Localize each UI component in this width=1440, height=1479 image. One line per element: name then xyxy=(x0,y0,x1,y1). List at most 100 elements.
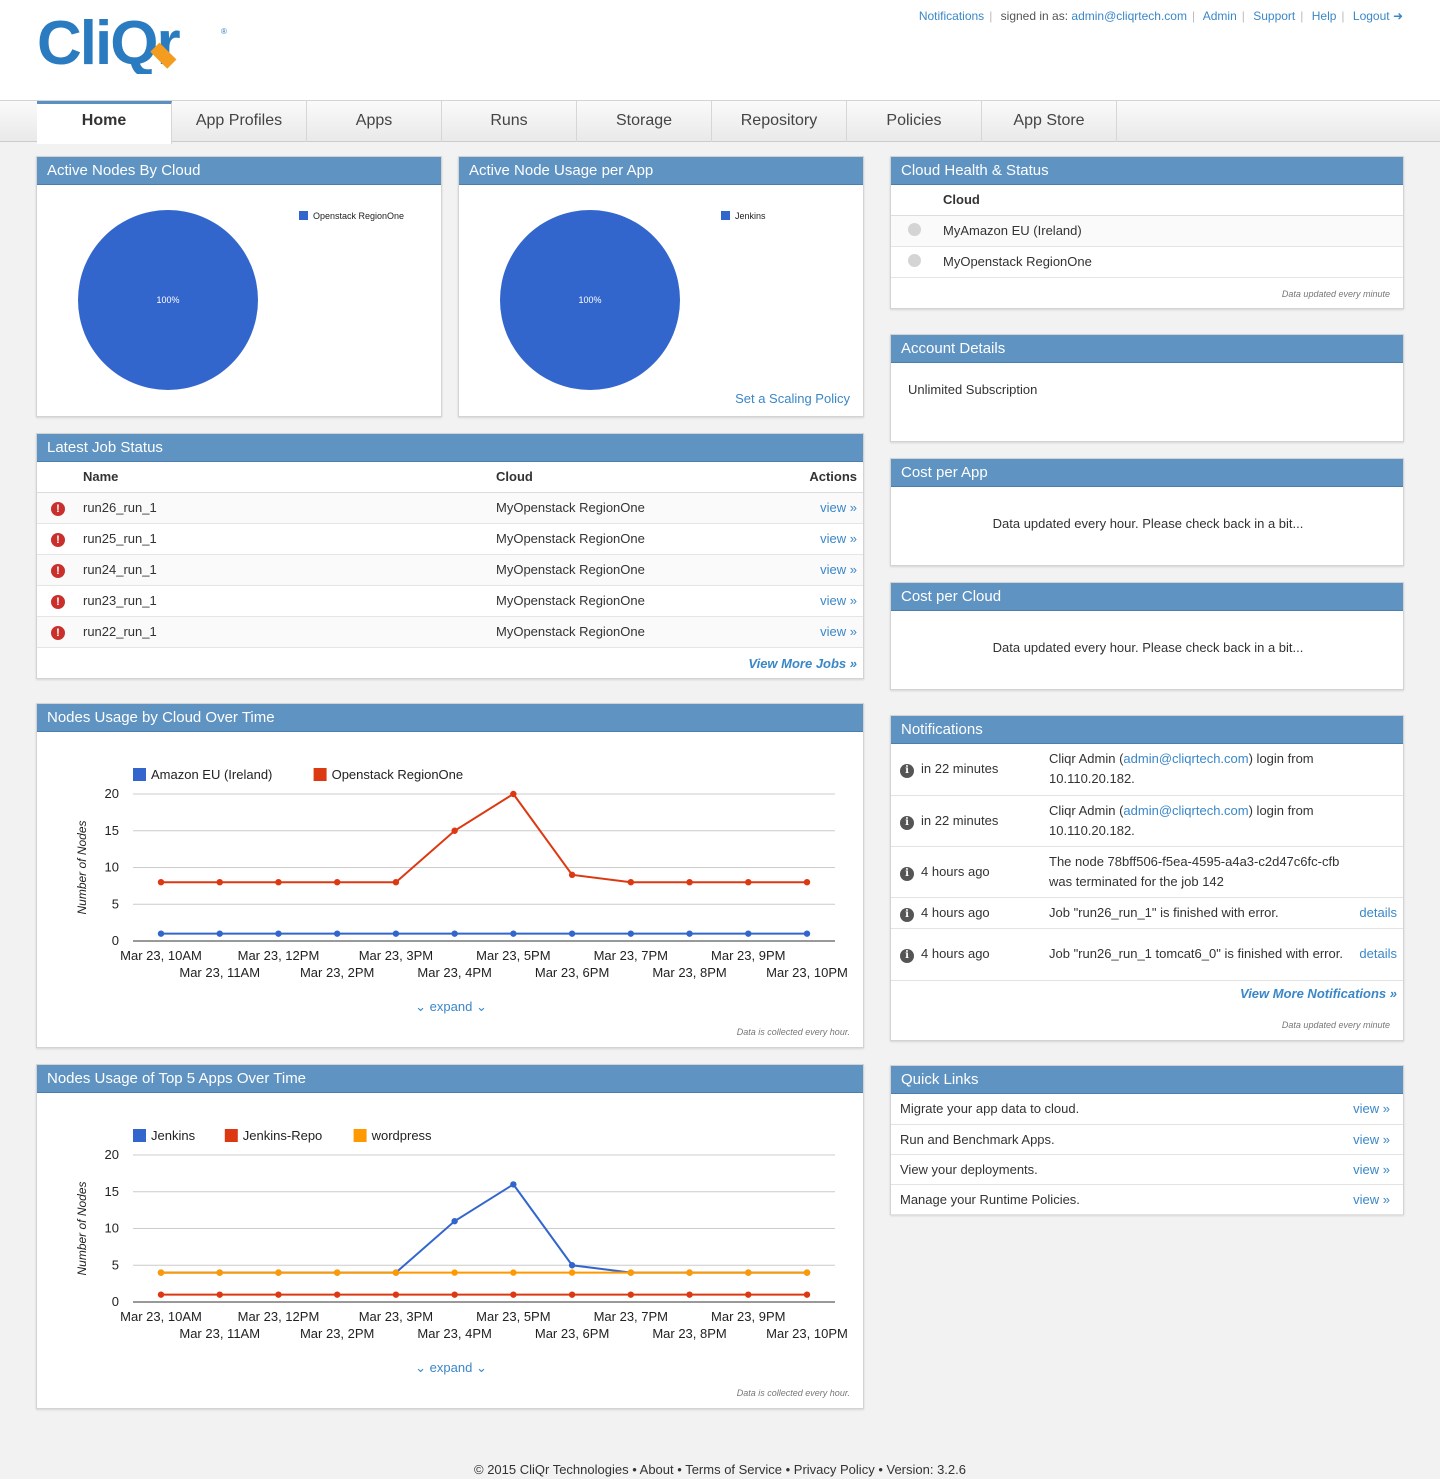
panel-title: Active Node Usage per App xyxy=(459,157,863,185)
tab-home[interactable]: Home xyxy=(37,101,172,144)
quick-link-text: Migrate your app data to cloud. xyxy=(891,1094,1297,1125)
nodes-usage-top-apps-chart: Jenkins Jenkins-Repo wordpress 0 5 10 15 20 Numb… xyxy=(75,1128,848,1341)
view-more-jobs-link[interactable]: View More Jobs » xyxy=(748,656,857,671)
details-link[interactable]: details xyxy=(1359,904,1397,920)
status-dot-icon xyxy=(908,222,921,236)
data-point xyxy=(510,930,517,937)
legend-swatch xyxy=(133,1129,146,1142)
notification-time: in 22 minutes xyxy=(921,795,1049,847)
cliqr-logo[interactable]: CliQr ® xyxy=(37,6,237,78)
help-link[interactable]: Help xyxy=(1311,9,1337,23)
job-name: run25_run_1 xyxy=(83,523,496,555)
notifications-panel: Notifications i in 22 minutes Cliqr Admi… xyxy=(890,715,1404,1041)
latest-job-status-panel: Latest Job Status Name Cloud Actions ! r… xyxy=(36,433,864,679)
pie-slice[interactable] xyxy=(78,210,258,390)
legend-swatch xyxy=(353,1129,367,1142)
quick-link-view[interactable]: view » xyxy=(1353,1101,1390,1117)
panel-title: Latest Job Status xyxy=(37,434,863,462)
job-cloud: MyOpenstack RegionOne xyxy=(496,585,766,617)
data-point xyxy=(686,1269,693,1276)
data-point xyxy=(392,930,400,937)
view-job-link[interactable]: view » xyxy=(820,624,857,639)
y-tick-label: 15 xyxy=(105,1184,119,1199)
admin-link[interactable]: Admin xyxy=(1202,9,1237,23)
details-link[interactable]: details xyxy=(1359,946,1397,961)
x-tick-label: Mar 23, 4PM xyxy=(417,965,491,980)
job-name: run22_run_1 xyxy=(83,616,496,648)
terms-link[interactable]: Terms of Service xyxy=(685,1462,782,1477)
data-point xyxy=(451,930,458,937)
list-item: Migrate your app data to cloud. view » xyxy=(891,1094,1403,1125)
y-axis-label: Number of Nodes xyxy=(75,820,89,914)
x-tick-label: Mar 23, 7PM xyxy=(594,948,668,963)
notifications-link[interactable]: Notifications xyxy=(918,9,985,23)
legend-label: wordpress xyxy=(371,1128,432,1143)
x-tick-label: Mar 23, 6PM xyxy=(535,965,609,980)
tab-storage[interactable]: Storage xyxy=(577,101,712,142)
data-point xyxy=(216,1269,223,1276)
data-point xyxy=(216,879,223,886)
x-tick-label: Mar 23, 10PM xyxy=(766,1326,848,1341)
x-tick-label: Mar 23, 12PM xyxy=(238,1309,320,1324)
notifications-table: i in 22 minutes Cliqr Admin (admin@cliqr… xyxy=(891,744,1403,981)
table-row: ! run25_run_1 MyOpenstack RegionOne view… xyxy=(37,523,863,555)
info-icon: i xyxy=(900,949,914,963)
tab-apps[interactable]: Apps xyxy=(307,101,442,142)
data-point xyxy=(333,1269,341,1276)
notification-email-link[interactable]: admin@cliqrtech.com xyxy=(1123,802,1249,818)
info-icon: i xyxy=(900,866,914,881)
quick-link-view[interactable]: view » xyxy=(1353,1191,1390,1207)
nodes-usage-top-apps-panel: Nodes Usage of Top 5 Apps Over Time Jenk… xyxy=(36,1064,864,1409)
view-job-link[interactable]: view » xyxy=(820,531,857,546)
list-item: Run and Benchmark Apps. view » xyxy=(891,1124,1403,1155)
support-link[interactable]: Support xyxy=(1253,9,1296,23)
panel-title: Nodes Usage by Cloud Over Time xyxy=(37,704,863,732)
data-note: Data updated every minute xyxy=(1281,289,1390,299)
panel-title: Cost per Cloud xyxy=(891,583,1403,611)
x-tick-label: Mar 23, 2PM xyxy=(300,1326,374,1341)
legend-swatch xyxy=(721,211,730,220)
data-point xyxy=(803,1269,811,1276)
data-point xyxy=(392,879,400,886)
x-tick-label: Mar 23, 11AM xyxy=(179,965,260,980)
table-row: ! run22_run_1 MyOpenstack RegionOne view… xyxy=(37,616,863,648)
data-point xyxy=(157,930,165,937)
pie-slice[interactable] xyxy=(500,210,680,390)
quick-link-view[interactable]: view » xyxy=(1353,1161,1390,1177)
expand-label: expand xyxy=(429,999,473,1014)
x-tick-label: Mar 23, 12PM xyxy=(238,948,320,963)
view-job-link[interactable]: view » xyxy=(820,500,857,515)
privacy-link[interactable]: Privacy Policy xyxy=(793,1462,875,1477)
tab-repository[interactable]: Repository xyxy=(712,101,847,142)
user-email-link[interactable]: admin@cliqrtech.com xyxy=(1071,9,1187,23)
quick-link-view[interactable]: view » xyxy=(1353,1131,1390,1147)
data-point xyxy=(451,1269,458,1276)
view-job-link[interactable]: view » xyxy=(820,593,857,608)
view-more-notifications-link[interactable]: View More Notifications » xyxy=(1240,986,1397,1001)
job-cloud: MyOpenstack RegionOne xyxy=(496,554,766,586)
expand-link[interactable]: ⌄ expand ⌄ xyxy=(37,999,865,1015)
set-scaling-policy-link[interactable]: Set a Scaling Policy xyxy=(735,391,850,406)
notification-email-link[interactable]: admin@cliqrtech.com xyxy=(1123,751,1249,767)
account-details-panel: Account Details Unlimited Subscription xyxy=(890,334,1404,442)
cost-per-app-panel: Cost per App Data updated every hour. Pl… xyxy=(890,458,1404,566)
view-job-link[interactable]: view » xyxy=(820,562,857,577)
tab-runs[interactable]: Runs xyxy=(442,101,577,142)
logout-label: Logout xyxy=(1352,9,1390,23)
error-icon: ! xyxy=(51,501,65,516)
about-link[interactable]: About xyxy=(639,1462,674,1477)
y-tick-label: 5 xyxy=(112,1257,119,1272)
tab-policies[interactable]: Policies xyxy=(847,101,982,142)
logout-link[interactable]: Logout ➜ xyxy=(1353,9,1403,23)
col-actions: Actions xyxy=(765,462,863,493)
legend-swatch xyxy=(133,768,146,781)
data-point xyxy=(333,930,341,937)
x-tick-label: Mar 23, 7PM xyxy=(594,1309,668,1324)
top-links: Notifications | signed in as: admin@cliqr… xyxy=(918,9,1403,23)
registered-mark: ® xyxy=(221,27,227,36)
tab-app-profiles[interactable]: App Profiles xyxy=(172,101,307,142)
table-row: ! run26_run_1 MyOpenstack RegionOne view… xyxy=(37,492,863,524)
expand-link[interactable]: ⌄ expand ⌄ xyxy=(37,1360,865,1376)
list-item: i 4 hours ago Job "run26_run_1" is finis… xyxy=(891,897,1403,929)
tab-app-store[interactable]: App Store xyxy=(982,101,1117,142)
